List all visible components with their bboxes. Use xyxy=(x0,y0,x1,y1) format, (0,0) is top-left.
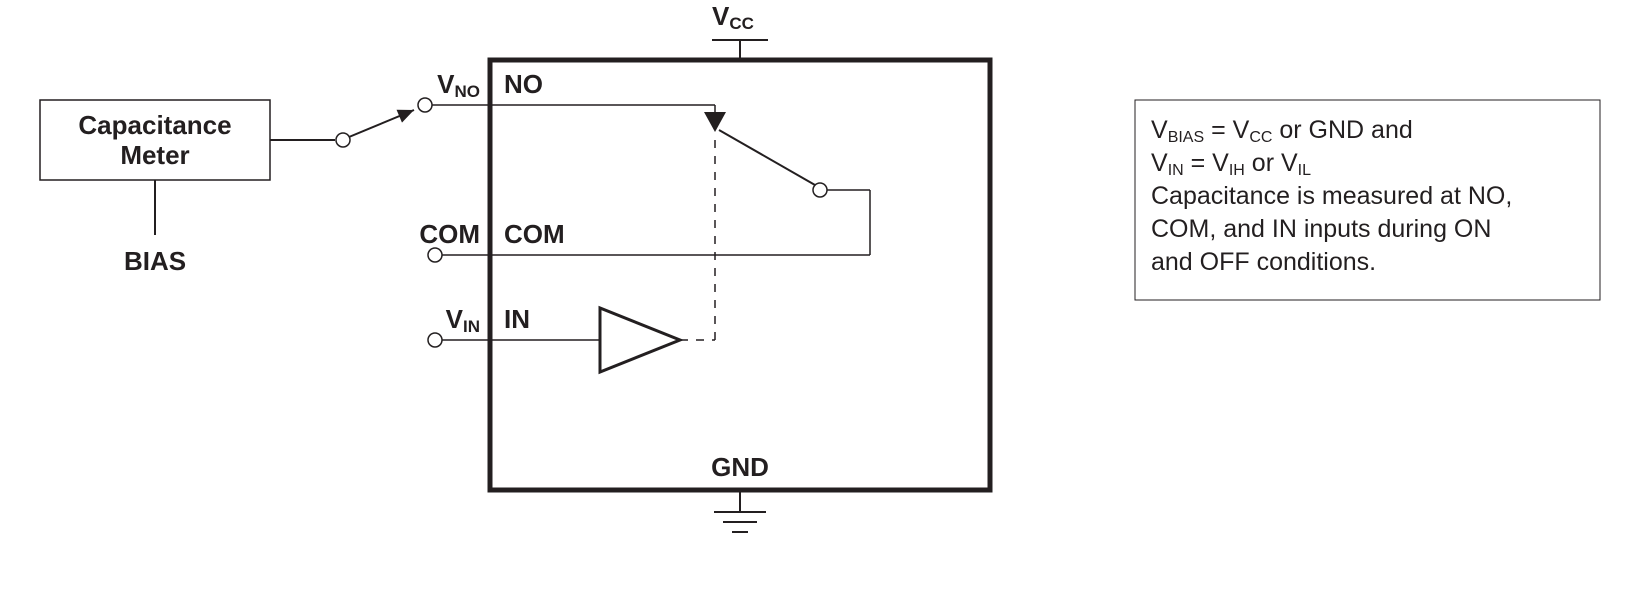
meter-label-1: Capacitance xyxy=(78,110,231,140)
bias-label: BIAS xyxy=(124,246,186,276)
gnd-label: GND xyxy=(711,452,769,482)
note-line-0: VBIAS = VCC or GND and xyxy=(1151,116,1413,146)
note-line-2: Capacitance is measured at NO, xyxy=(1151,182,1512,210)
note-line-1: VIN = VIH or VIL xyxy=(1151,149,1311,179)
vcc-label: VCC xyxy=(712,1,754,33)
pin-in-int-label: IN xyxy=(504,304,530,334)
pin-no-ext-label: VNO xyxy=(437,69,480,101)
meter-label-2: Meter xyxy=(120,140,189,170)
pin-in-ext-label: VIN xyxy=(446,304,480,336)
int-switch-pivot xyxy=(704,112,726,132)
note-line-4: and OFF conditions. xyxy=(1151,248,1376,276)
int-switch-arm xyxy=(719,130,815,185)
chip-outline xyxy=(490,60,990,490)
pin-no-int-label: NO xyxy=(504,69,543,99)
pin-com-ext-label: COM xyxy=(419,219,480,249)
buffer-triangle xyxy=(600,308,680,372)
pin-com-int-label: COM xyxy=(504,219,565,249)
note-line-3: COM, and IN inputs during ON xyxy=(1151,215,1491,243)
